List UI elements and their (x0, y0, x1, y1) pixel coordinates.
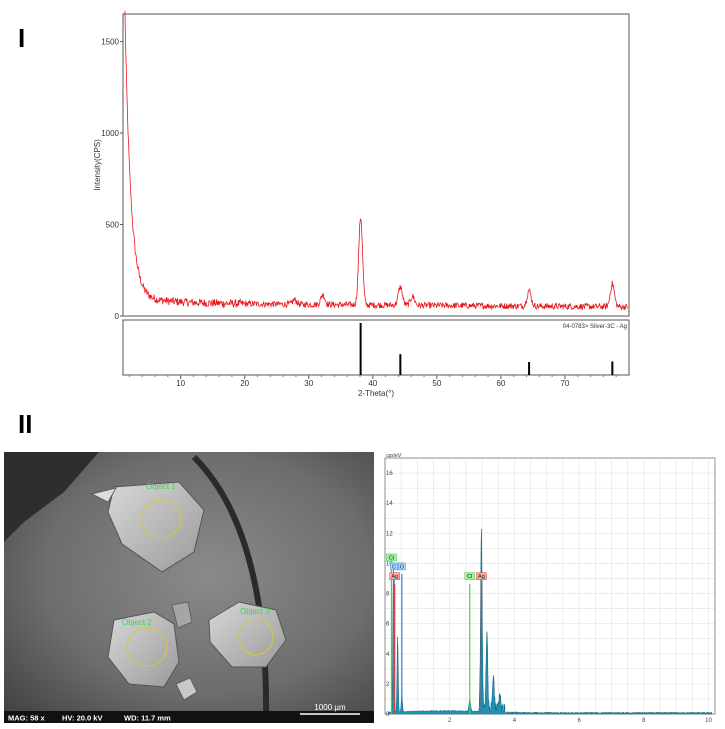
sem-crystal-4 (175, 677, 198, 701)
eds-x-tick-label: 2 (448, 718, 452, 724)
eds-y-tick-label: 0 (386, 712, 390, 718)
xrd-x-ticks: 10 20 30 40 50 60 70 (128, 375, 617, 388)
xrd-x-axis-label: 2-Theta(°) (358, 389, 394, 398)
sem-object-label-2: Object 2 (122, 618, 152, 627)
xrd-plot-frame (122, 13, 630, 317)
sem-object-label-1: Object 1 (146, 482, 176, 491)
eds-y-tick-label: 4 (386, 652, 390, 658)
eds-y-tick-label: 12 (386, 531, 393, 537)
sem-crystal-2 (107, 611, 180, 688)
xrd-x-tick-label: 70 (560, 379, 569, 388)
xrd-chart: 0 500 1000 1500 10 20 30 40 50 60 70 04-0783> Sil… (93, 10, 630, 398)
xrd-x-tick-label: 20 (240, 379, 249, 388)
sem-roi-3 (238, 618, 274, 656)
xrd-reference-label: 04-0783> Silver-3C - Ag (563, 324, 627, 330)
xrd-y-tick-label: 0 (115, 312, 120, 321)
eds-marker-box (476, 572, 487, 580)
sem-crystal-1 (107, 481, 205, 573)
eds-y-tick-label: 6 (386, 622, 390, 628)
sem-object-label-3: Object 3 (240, 607, 270, 616)
xrd-x-tick-label: 40 (368, 379, 377, 388)
eds-plot-frame (384, 457, 716, 715)
xrd-x-tick-label: 30 (304, 379, 313, 388)
sem-crystal-6 (171, 601, 193, 629)
sem-scale-label: 1000 µm (314, 703, 346, 712)
xrd-y-tick-label: 1500 (101, 37, 119, 46)
xrd-reference-frame (122, 319, 630, 376)
sem-crystal-5 (90, 487, 117, 503)
eds-marker-box (386, 553, 397, 562)
eds-y-axis-label: cps/eV (386, 453, 402, 459)
eds-grid (384, 457, 715, 715)
eds-y-tick-label: 14 (386, 501, 393, 507)
xrd-reference-lines (359, 323, 614, 375)
sem-sample-holder-rim (191, 454, 270, 723)
eds-y-tick-label: 10 (386, 561, 393, 567)
eds-marker-box (398, 562, 406, 571)
eds-marker-label: Ag (391, 574, 398, 580)
sem-mag: MAG: 58 x (8, 714, 46, 723)
sem-wd: WD: 11.7 mm (124, 714, 171, 723)
eds-x-tick-label: 10 (705, 718, 712, 724)
eds-spectrum-area (387, 529, 713, 715)
sem-roi-1 (140, 499, 182, 539)
sem-micrograph: Object 1 Object 2 Object 3 MAG: 58 x HV:… (4, 452, 374, 723)
eds-marker-label: C (392, 564, 396, 570)
eds-y-tick-label: 16 (386, 471, 393, 477)
eds-y-tick-label: 2 (386, 682, 390, 688)
eds-element-markers: ClC OAg Cl Ag (386, 553, 487, 714)
xrd-y-axis-label: Intensity(CPS) (93, 139, 102, 191)
xrd-x-tick-label: 50 (432, 379, 441, 388)
eds-y-ticks: 0 2 4 6 8 10 12 14 16 (386, 471, 393, 718)
eds-marker-box (464, 572, 476, 580)
sem-roi-2 (126, 627, 168, 667)
eds-marker-label: Ag (478, 574, 485, 580)
xrd-y-tick-label: 1000 (101, 129, 119, 138)
eds-x-ticks: 2 4 6 8 10 (448, 718, 712, 724)
eds-x-tick-label: 6 (577, 718, 581, 724)
eds-x-tick-label: 8 (642, 718, 646, 724)
eds-x-tick-label: 4 (513, 718, 517, 724)
xrd-y-tick-label: 500 (106, 220, 120, 229)
panel-letter-ii: II (18, 409, 33, 439)
panel-letter-i: I (18, 23, 26, 53)
xrd-x-tick-label: 10 (176, 379, 185, 388)
eds-marker-box (389, 572, 400, 580)
xrd-series-line (124, 10, 628, 311)
xrd-x-tick-label: 60 (496, 379, 505, 388)
eds-marker-label: Cl (389, 555, 394, 561)
eds-marker-box (390, 562, 398, 571)
sem-dark-region (4, 452, 99, 542)
sem-info-bar (4, 711, 374, 723)
eds-marker-label: Cl (467, 574, 472, 580)
eds-y-tick-label: 8 (386, 592, 390, 598)
sem-hv: HV: 20.0 kV (62, 714, 102, 723)
eds-marker-label: O (400, 564, 405, 570)
xrd-y-ticks: 0 500 1000 1500 (101, 37, 123, 321)
